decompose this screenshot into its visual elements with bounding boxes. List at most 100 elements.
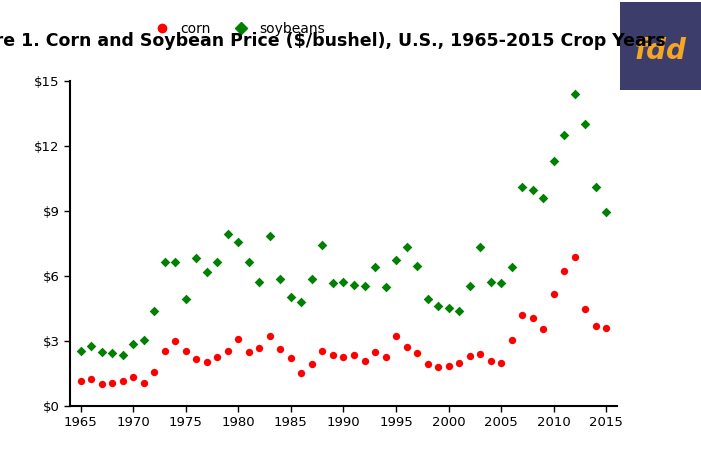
Point: [170, 258, 181, 266]
Point: [296, 299, 307, 306]
Point: [569, 91, 580, 98]
Point: [454, 359, 465, 367]
Point: [359, 358, 370, 365]
Point: [422, 360, 433, 368]
Point: [86, 343, 97, 350]
Point: [506, 336, 517, 344]
Point: [411, 350, 423, 357]
Point: [233, 239, 244, 246]
Point: [327, 279, 339, 286]
Point: [380, 354, 391, 361]
Text: Figure 1. Corn and Soybean Price ($/bushel), U.S., 1965-2015 Crop Years: Figure 1. Corn and Soybean Price ($/bush…: [0, 32, 665, 50]
Point: [433, 363, 444, 370]
Point: [485, 358, 496, 365]
Point: [443, 304, 454, 311]
Point: [296, 370, 307, 377]
Point: [548, 158, 559, 165]
Point: [149, 368, 160, 376]
Point: [422, 295, 433, 303]
Point: [348, 351, 360, 358]
Text: fdd: fdd: [634, 37, 687, 64]
Point: [369, 264, 381, 271]
Point: [475, 350, 486, 357]
Point: [191, 255, 202, 262]
Point: [86, 375, 97, 382]
Point: [222, 348, 233, 355]
Legend: corn, soybeans: corn, soybeans: [143, 17, 330, 42]
Point: [433, 302, 444, 309]
Point: [264, 333, 275, 340]
Point: [285, 293, 297, 300]
Point: [170, 337, 181, 344]
Point: [212, 354, 223, 361]
Point: [580, 121, 591, 128]
Point: [496, 359, 507, 366]
Point: [191, 356, 202, 363]
Point: [380, 284, 391, 291]
Point: [496, 280, 507, 287]
Point: [548, 290, 559, 297]
Point: [128, 373, 139, 381]
Point: [107, 350, 118, 357]
Point: [338, 278, 349, 285]
Point: [264, 233, 275, 240]
Point: [96, 380, 107, 387]
Point: [117, 377, 128, 385]
Point: [348, 281, 360, 289]
Point: [590, 322, 601, 329]
Point: [475, 244, 486, 251]
Point: [201, 268, 212, 276]
Point: [359, 282, 370, 289]
Point: [180, 347, 191, 354]
Point: [254, 344, 265, 351]
Point: [285, 354, 297, 361]
Point: [590, 184, 601, 191]
Point: [454, 308, 465, 315]
Point: [601, 208, 612, 216]
Point: [317, 242, 328, 249]
Point: [569, 253, 580, 260]
Point: [306, 275, 318, 282]
Point: [390, 332, 402, 339]
Point: [369, 348, 381, 355]
Point: [128, 341, 139, 348]
Point: [527, 186, 538, 193]
Point: [580, 306, 591, 313]
Point: [149, 308, 160, 315]
Point: [138, 379, 149, 386]
Point: [538, 326, 549, 333]
Point: [180, 296, 191, 303]
Point: [243, 258, 254, 265]
Point: [254, 279, 265, 286]
Point: [464, 352, 475, 359]
Point: [212, 258, 223, 265]
Point: [517, 311, 528, 318]
Point: [233, 335, 244, 342]
Point: [107, 379, 118, 386]
Point: [538, 195, 549, 202]
Point: [96, 348, 107, 355]
Point: [485, 278, 496, 285]
Point: [243, 348, 254, 355]
Point: [201, 359, 212, 366]
Point: [159, 258, 170, 266]
Point: [338, 353, 349, 360]
Point: [327, 351, 339, 359]
Point: [75, 377, 86, 384]
Point: [506, 263, 517, 270]
Point: [138, 337, 149, 344]
Point: [275, 345, 286, 353]
Point: [559, 267, 570, 275]
Point: [117, 351, 128, 359]
Point: [222, 230, 233, 238]
Point: [559, 132, 570, 139]
Point: [317, 347, 328, 354]
Point: [443, 362, 454, 369]
Point: [527, 314, 538, 322]
Point: [411, 262, 423, 269]
Point: [159, 347, 170, 354]
Point: [401, 344, 412, 351]
Point: [390, 257, 402, 264]
Point: [401, 243, 412, 250]
Point: [75, 347, 86, 354]
